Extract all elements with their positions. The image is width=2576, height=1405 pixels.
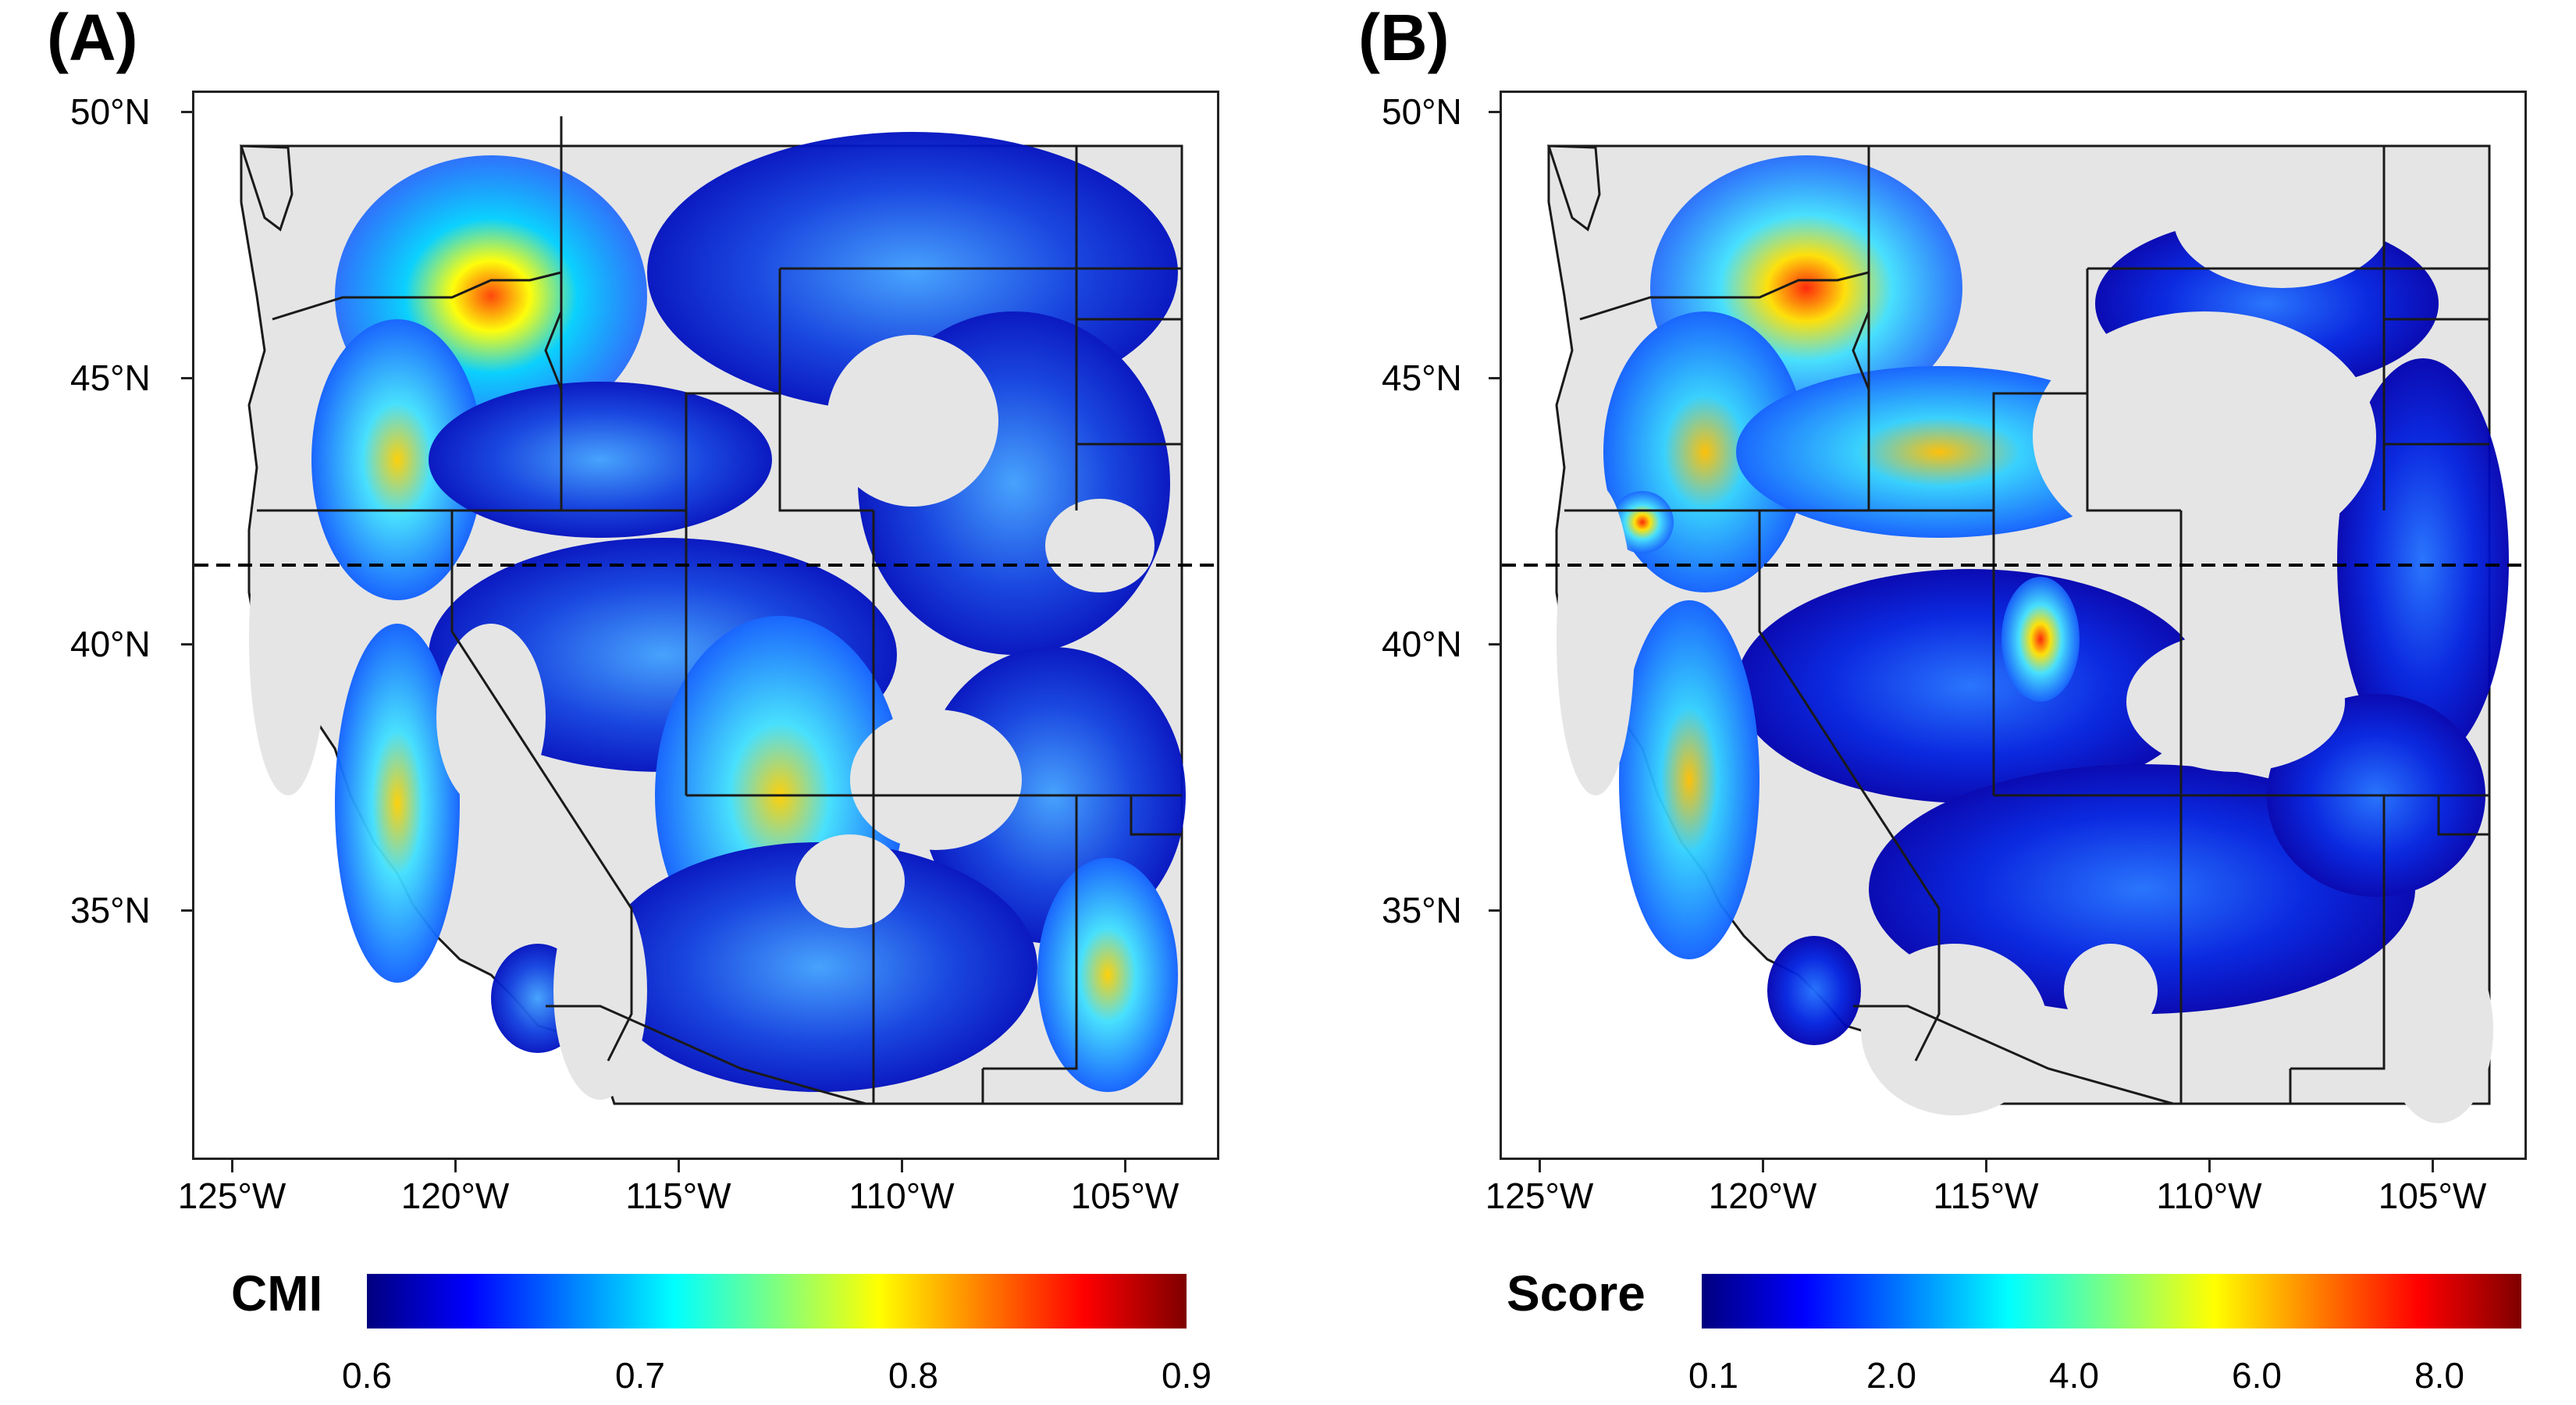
lat-label-35: 35°N <box>70 890 151 930</box>
lon-tick <box>454 1160 457 1172</box>
lat-label-35: 35°N <box>1382 890 1462 930</box>
colorbar-tick-label: 0.6 <box>342 1355 392 1396</box>
lon-tick <box>1985 1160 1987 1172</box>
puget-sound <box>239 144 294 232</box>
colorbar-tick-label: 0.7 <box>615 1355 665 1396</box>
lon-tick <box>2208 1160 2211 1172</box>
panel-letter: (A) <box>47 1 138 74</box>
lon-tick <box>678 1160 680 1172</box>
lat-tick <box>181 377 194 379</box>
lat-tick <box>1489 909 1501 912</box>
lon-tick <box>1762 1160 1764 1172</box>
panel-letter: (B) <box>1358 1 1450 74</box>
lat-tick <box>1489 377 1501 379</box>
lon-tick <box>901 1160 903 1172</box>
state-borders <box>257 116 1182 1105</box>
puget-sound <box>1546 144 1601 232</box>
lon-label-105: 105°W <box>2378 1176 2487 1216</box>
lat-label-50: 50°N <box>70 91 151 132</box>
lat-label-45: 45°N <box>1382 357 1462 398</box>
colorbar-tick-label: 0.8 <box>888 1355 938 1396</box>
panel-b: (B) 50°N 45°N 40°N 35°N <box>1308 0 2576 1405</box>
lon-label-120: 120°W <box>400 1176 510 1216</box>
lon-label-125: 125°W <box>177 1176 286 1216</box>
western-us-map <box>194 116 1217 1105</box>
lon-label-110: 110°W <box>2156 1176 2262 1216</box>
lat-tick <box>181 111 194 113</box>
colorbar-tick-label: 0.9 <box>1162 1355 1212 1396</box>
legend-title: Score <box>1507 1265 1646 1321</box>
western-us-map <box>1502 144 2524 1123</box>
lon-tick <box>1539 1160 1541 1172</box>
lon-label-120: 120°W <box>1708 1176 1817 1216</box>
colorbar <box>367 1274 1187 1329</box>
lon-tick <box>1124 1160 1126 1172</box>
lon-label-125: 125°W <box>1485 1176 1594 1216</box>
lat-label-40: 40°N <box>70 624 151 664</box>
lon-label-115: 115°W <box>1933 1176 2039 1216</box>
score-raster <box>1603 155 2509 1045</box>
lat-label-45: 45°N <box>70 357 151 398</box>
colorbar-tick-label: 0.1 <box>1688 1355 1738 1396</box>
lon-tick <box>2432 1160 2434 1172</box>
lat-tick <box>1489 111 1501 113</box>
map-frame <box>192 91 1219 1160</box>
colorbar-tick-label: 2.0 <box>1866 1355 1916 1396</box>
lat-label-40: 40°N <box>1382 624 1462 664</box>
lat-tick <box>1489 643 1501 646</box>
lon-label-105: 105°W <box>1070 1176 1179 1216</box>
lon-label-115: 115°W <box>625 1176 731 1216</box>
map-frame <box>1500 91 2527 1160</box>
colorbar-tick-label: 8.0 <box>2414 1355 2464 1396</box>
lat-label-50: 50°N <box>1382 91 1462 132</box>
lon-label-110: 110°W <box>849 1176 955 1216</box>
colorbar-tick-label: 6.0 <box>2232 1355 2282 1396</box>
no-data-areas <box>249 335 1155 1100</box>
lon-tick <box>231 1160 233 1172</box>
state-borders <box>1564 146 2489 1105</box>
colorbar-tick-label: 4.0 <box>2049 1355 2099 1396</box>
legend-title: CMI <box>231 1265 323 1321</box>
lat-tick <box>181 643 194 646</box>
panel-a: (A) 50°N 45°N 40°N 35°N <box>47 1 1219 1396</box>
lat-tick <box>181 909 194 912</box>
colorbar <box>1702 1274 2521 1329</box>
